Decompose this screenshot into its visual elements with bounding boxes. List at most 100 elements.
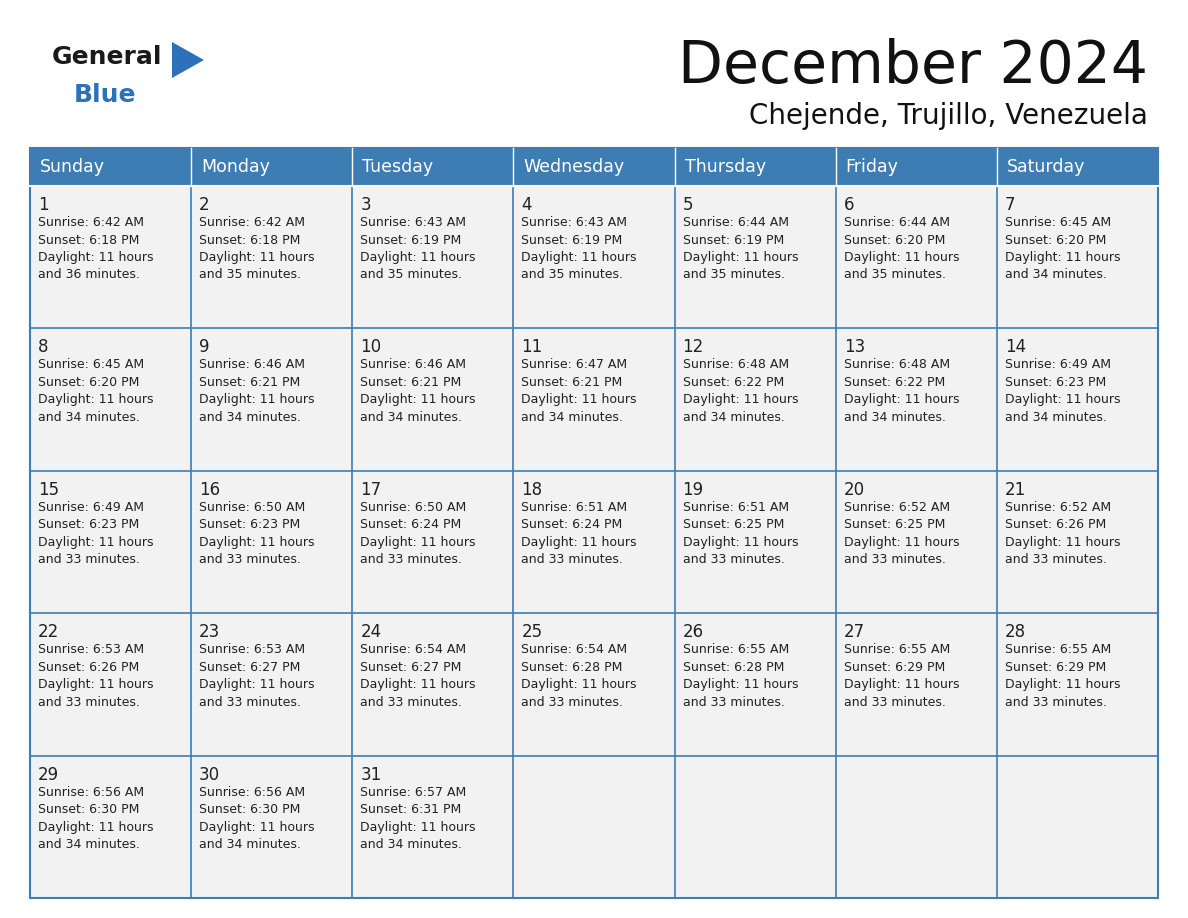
Text: Daylight: 11 hours: Daylight: 11 hours [522,678,637,691]
Bar [30,329,191,471]
Text: and 34 minutes.: and 34 minutes. [1005,268,1107,282]
Text: and 34 minutes.: and 34 minutes. [522,411,624,424]
Text: Daylight: 11 hours: Daylight: 11 hours [1005,536,1120,549]
Text: Daylight: 11 hours: Daylight: 11 hours [360,394,475,407]
Bar [675,756,835,898]
Text: 2: 2 [200,196,210,214]
Text: 25: 25 [522,623,543,641]
Bar [353,756,513,898]
Bar [997,186,1158,329]
Text: 6: 6 [843,196,854,214]
Bar [353,329,513,471]
Text: Sunrise: 6:48 AM: Sunrise: 6:48 AM [683,358,789,372]
Text: Daylight: 11 hours: Daylight: 11 hours [38,536,153,549]
Text: Thursday: Thursday [684,158,766,176]
Bar [835,186,997,329]
Text: and 34 minutes.: and 34 minutes. [200,838,301,851]
Text: Sunset: 6:22 PM: Sunset: 6:22 PM [683,375,784,389]
Text: Sunset: 6:19 PM: Sunset: 6:19 PM [522,233,623,247]
Text: Sunset: 6:24 PM: Sunset: 6:24 PM [360,519,461,532]
Text: Sunrise: 6:54 AM: Sunrise: 6:54 AM [522,644,627,656]
Text: 13: 13 [843,339,865,356]
Text: 9: 9 [200,339,209,356]
Text: Sunrise: 6:46 AM: Sunrise: 6:46 AM [200,358,305,372]
Text: Sunrise: 6:49 AM: Sunrise: 6:49 AM [38,501,144,514]
Text: and 34 minutes.: and 34 minutes. [360,838,462,851]
Text: Daylight: 11 hours: Daylight: 11 hours [683,536,798,549]
Text: Sunrise: 6:45 AM: Sunrise: 6:45 AM [1005,216,1111,229]
Bar [191,613,353,756]
Text: and 33 minutes.: and 33 minutes. [38,696,140,709]
Text: General: General [52,45,163,69]
Text: Sunset: 6:22 PM: Sunset: 6:22 PM [843,375,944,389]
Text: and 34 minutes.: and 34 minutes. [683,411,784,424]
Text: Sunrise: 6:54 AM: Sunrise: 6:54 AM [360,644,467,656]
Text: December 2024: December 2024 [678,38,1148,95]
Text: and 33 minutes.: and 33 minutes. [683,554,784,566]
Text: Sunrise: 6:44 AM: Sunrise: 6:44 AM [683,216,789,229]
Text: and 35 minutes.: and 35 minutes. [683,268,784,282]
Text: Sunset: 6:23 PM: Sunset: 6:23 PM [1005,375,1106,389]
Text: and 34 minutes.: and 34 minutes. [1005,411,1107,424]
Bar [513,329,675,471]
Text: and 35 minutes.: and 35 minutes. [843,268,946,282]
Text: and 35 minutes.: and 35 minutes. [360,268,462,282]
Text: 17: 17 [360,481,381,498]
Text: Sunrise: 6:50 AM: Sunrise: 6:50 AM [360,501,467,514]
Bar [835,329,997,471]
Text: Blue: Blue [74,83,137,107]
Text: Daylight: 11 hours: Daylight: 11 hours [522,394,637,407]
Text: Daylight: 11 hours: Daylight: 11 hours [38,251,153,264]
Text: Sunset: 6:20 PM: Sunset: 6:20 PM [38,375,139,389]
Text: Sunset: 6:30 PM: Sunset: 6:30 PM [200,803,301,816]
Text: Sunrise: 6:42 AM: Sunrise: 6:42 AM [38,216,144,229]
Text: 19: 19 [683,481,703,498]
Text: Sunset: 6:29 PM: Sunset: 6:29 PM [1005,661,1106,674]
Text: Sunset: 6:26 PM: Sunset: 6:26 PM [1005,519,1106,532]
Bar [30,186,191,329]
Text: Daylight: 11 hours: Daylight: 11 hours [683,251,798,264]
Text: Sunrise: 6:46 AM: Sunrise: 6:46 AM [360,358,466,372]
Text: Daylight: 11 hours: Daylight: 11 hours [1005,394,1120,407]
Text: 27: 27 [843,623,865,641]
Text: Sunrise: 6:53 AM: Sunrise: 6:53 AM [38,644,144,656]
Text: and 33 minutes.: and 33 minutes. [360,554,462,566]
Text: Sunrise: 6:52 AM: Sunrise: 6:52 AM [843,501,950,514]
Text: Sunset: 6:27 PM: Sunset: 6:27 PM [360,661,462,674]
Text: and 34 minutes.: and 34 minutes. [360,411,462,424]
Bar [835,471,997,613]
Bar [513,471,675,613]
Bar [513,613,675,756]
Text: Sunset: 6:21 PM: Sunset: 6:21 PM [200,375,301,389]
Text: Sunrise: 6:51 AM: Sunrise: 6:51 AM [522,501,627,514]
Bar [997,756,1158,898]
Text: Daylight: 11 hours: Daylight: 11 hours [200,251,315,264]
Text: and 34 minutes.: and 34 minutes. [38,838,140,851]
Text: Sunrise: 6:52 AM: Sunrise: 6:52 AM [1005,501,1111,514]
Text: Daylight: 11 hours: Daylight: 11 hours [360,821,475,834]
Text: Sunset: 6:18 PM: Sunset: 6:18 PM [200,233,301,247]
Text: 28: 28 [1005,623,1026,641]
Bar [30,756,191,898]
Text: and 33 minutes.: and 33 minutes. [843,554,946,566]
Bar [675,329,835,471]
Text: 16: 16 [200,481,220,498]
Text: Sunset: 6:18 PM: Sunset: 6:18 PM [38,233,139,247]
Bar [675,471,835,613]
Text: Sunrise: 6:45 AM: Sunrise: 6:45 AM [38,358,144,372]
Text: Sunset: 6:30 PM: Sunset: 6:30 PM [38,803,139,816]
Text: Sunset: 6:28 PM: Sunset: 6:28 PM [683,661,784,674]
Bar [30,471,191,613]
Text: and 33 minutes.: and 33 minutes. [38,554,140,566]
Text: and 33 minutes.: and 33 minutes. [522,696,624,709]
Text: Sunrise: 6:56 AM: Sunrise: 6:56 AM [200,786,305,799]
Bar [513,756,675,898]
Text: and 35 minutes.: and 35 minutes. [522,268,624,282]
Text: Daylight: 11 hours: Daylight: 11 hours [843,394,959,407]
Text: Sunrise: 6:55 AM: Sunrise: 6:55 AM [843,644,950,656]
Text: and 33 minutes.: and 33 minutes. [1005,554,1107,566]
Text: Sunset: 6:25 PM: Sunset: 6:25 PM [683,519,784,532]
Bar [835,756,997,898]
Text: 20: 20 [843,481,865,498]
Text: 11: 11 [522,339,543,356]
